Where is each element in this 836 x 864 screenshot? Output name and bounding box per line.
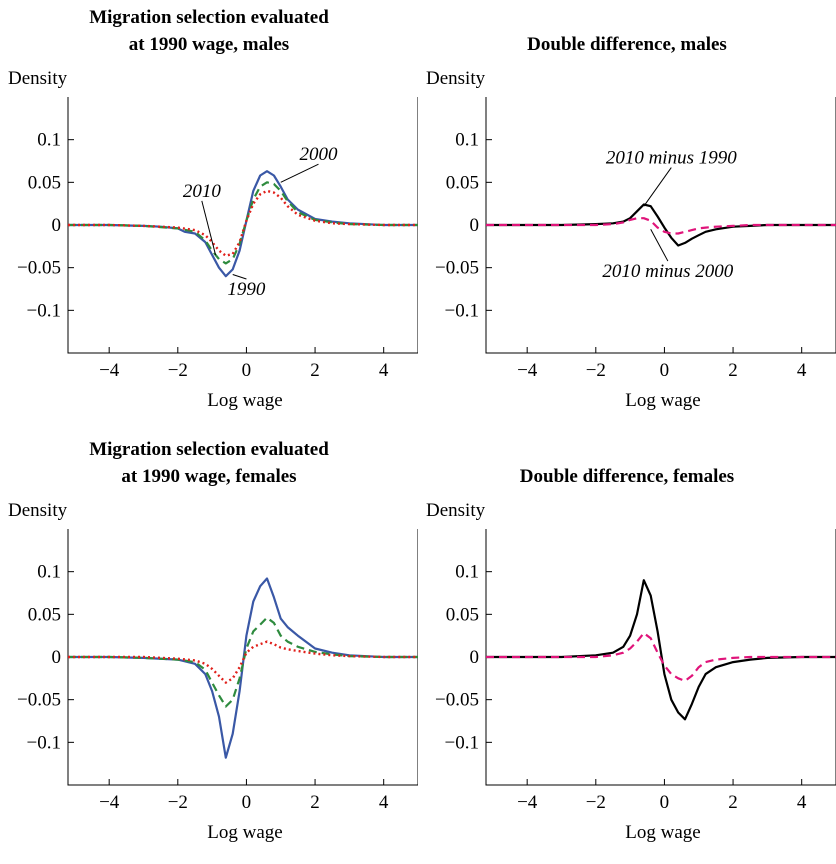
chart-plot: 0.1 0.05 0 −0.05 −0.1 −4 −2 0 2 4 Density Log wage [426,500,836,843]
chart-title-line-2: at 1990 wage, males [128,34,290,55]
y-tick-label: 0 [470,215,480,236]
annotation-label: 2000 [299,144,338,165]
y-tick-label: −0.1 [27,300,61,321]
x-tick-label: 4 [797,360,807,381]
x-tick-label: −2 [586,792,606,813]
y-tick-label: −0.05 [435,690,479,711]
x-tick-label: −4 [517,360,538,381]
y-tick-label: 0.05 [446,172,479,193]
x-axis-label: Log wage [207,390,282,411]
chart-title-line-2: at 1990 wage, females [121,466,297,487]
y-tick-label: 0.05 [28,172,61,193]
y-tick-label: −0.1 [445,300,479,321]
x-tick-label: −4 [517,792,538,813]
annotation-label: 2010 [183,181,222,202]
y-axis-label: Density [426,68,486,89]
y-tick-label: −0.1 [27,732,61,753]
series-line-2000 [68,616,418,708]
y-tick-label: 0.1 [455,130,479,151]
y-axis-label: Density [8,500,68,521]
chart-panel-males-selection: Migration selection evaluated at 1990 wa… [0,0,418,432]
chart-title-line-1: Double difference, males [527,34,727,55]
annotation-leader [650,229,669,262]
x-tick-label: 2 [310,792,320,813]
series-line-1990 [68,577,418,759]
annotation-label: 2010 minus 2000 [602,261,733,282]
chart-title-line-1: Migration selection evaluated [89,7,329,28]
y-axis-label: Density [426,500,486,521]
series-line-2010 [68,189,418,257]
annotation-leader [232,274,247,280]
y-tick-label: 0 [470,647,480,668]
annotation-leader [201,200,217,255]
y-tick-label: 0.1 [37,562,61,583]
chart-plot: 0.1 0.05 0 −0.05 −0.1 −4 −2 0 2 4 Density Log wage 2… [8,68,418,411]
x-tick-label: 4 [797,792,807,813]
y-tick-label: −0.05 [435,258,479,279]
x-tick-label: −2 [586,360,606,381]
y-tick-label: −0.05 [17,258,61,279]
x-axis-label: Log wage [625,390,700,411]
x-tick-label: 2 [310,360,320,381]
series-line-2010-minus-1990 [486,579,836,721]
y-tick-label: −0.05 [17,690,61,711]
chart-panel-males-double-difference: Double difference, males 0.1 0.05 0 −0.05 −0… [418,0,836,432]
x-tick-label: −4 [99,792,120,813]
series-line-2000 [68,181,418,265]
x-tick-label: 2 [728,792,738,813]
annotation-label: 2010 minus 1990 [606,148,737,169]
x-tick-label: 4 [379,792,389,813]
annotation-label: 1990 [227,279,266,300]
series-line-2010-minus-2000 [486,632,836,682]
series-line-2010-minus-2000 [486,217,836,235]
x-tick-label: 4 [379,360,389,381]
x-tick-label: −2 [168,792,188,813]
chart-panel-females-selection: Migration selection evaluated at 1990 wa… [0,432,418,864]
y-tick-label: 0.05 [28,604,61,625]
y-tick-label: 0.1 [37,130,61,151]
y-tick-label: −0.1 [445,732,479,753]
x-tick-label: 0 [660,792,670,813]
x-tick-label: −4 [99,360,120,381]
x-tick-label: 0 [660,360,670,381]
annotation-leader [280,163,319,183]
chart-title-line-1: Double difference, females [519,466,735,487]
y-tick-label: 0 [52,215,62,236]
y-tick-label: 0.1 [455,562,479,583]
chart-panel-females-double-difference: Double difference, females 0.1 0.05 0 −0.05… [418,432,836,864]
x-tick-label: 2 [728,360,738,381]
chart-title-line-1: Migration selection evaluated [89,439,329,460]
x-tick-label: −2 [168,360,188,381]
x-tick-label: 0 [242,792,252,813]
y-axis-label: Density [8,68,68,89]
chart-plot: 0.1 0.05 0 −0.05 −0.1 −4 −2 0 2 4 Density Log wage [8,500,418,843]
annotation-leader [643,167,672,207]
x-tick-label: 0 [242,360,252,381]
chart-plot: 0.1 0.05 0 −0.05 −0.1 −4 −2 0 2 4 Density Log wage 2… [426,68,836,411]
x-axis-label: Log wage [625,822,700,843]
y-tick-label: 0.05 [446,604,479,625]
x-axis-label: Log wage [207,822,282,843]
y-tick-label: 0 [52,647,62,668]
